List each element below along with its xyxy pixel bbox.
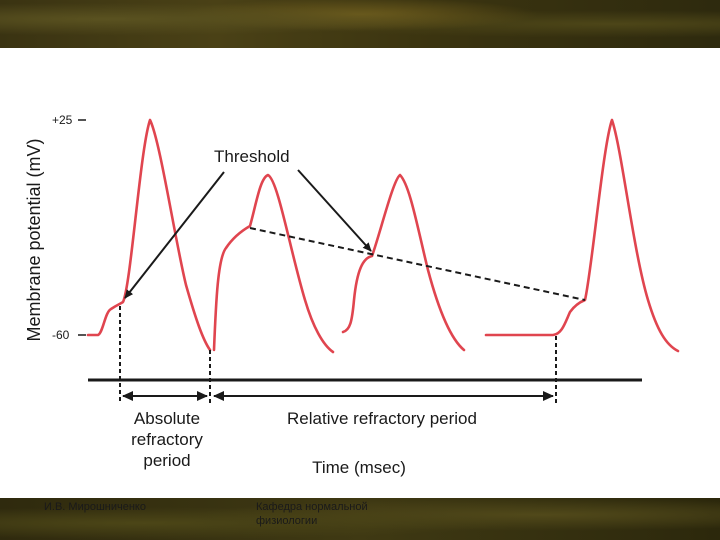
relative-period-label: Relative refractory period: [287, 409, 477, 428]
action-potential-traces: [86, 118, 680, 354]
y-tick-plus25: +25: [52, 113, 73, 127]
top-banner: [0, 0, 720, 48]
trace-2: [212, 173, 335, 354]
threshold-arrow-left: [124, 171, 225, 299]
threshold-line: [249, 227, 586, 301]
y-axis-label: Membrane potential (mV): [24, 138, 44, 341]
x-axis-label: Time (msec): [312, 458, 406, 477]
absolute-period-label-2: refractory: [131, 430, 203, 449]
absolute-period-label-1: Absolute: [134, 409, 200, 428]
trace-4: [484, 118, 680, 353]
absolute-period-label-3: period: [143, 451, 190, 470]
bottom-banner: [0, 498, 720, 540]
threshold-arrow-right: [297, 169, 372, 252]
footer-author: И.В. Мирошниченко: [44, 501, 146, 513]
threshold-label: Threshold: [214, 147, 290, 166]
y-tick-minus60: -60: [52, 328, 70, 342]
trace-1: [86, 118, 212, 352]
trace-3: [341, 173, 466, 352]
footer-department: Кафедра нормальной физиологии: [256, 501, 368, 527]
